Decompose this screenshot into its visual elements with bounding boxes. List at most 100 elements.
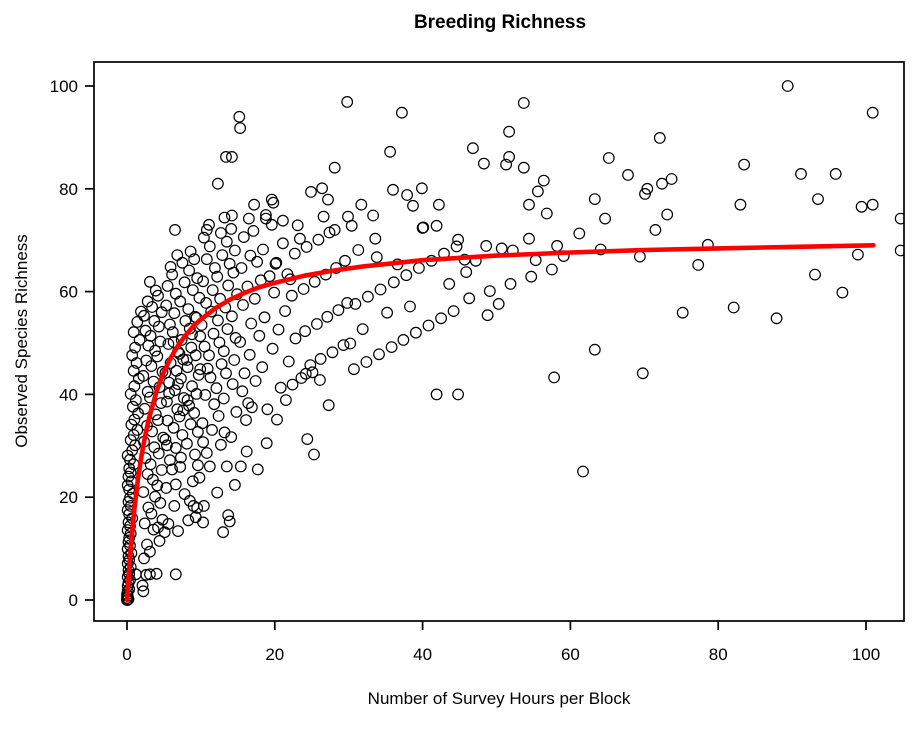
- data-point: [433, 198, 445, 211]
- data-point: [223, 257, 236, 270]
- data-point: [266, 342, 279, 355]
- data-point: [855, 200, 868, 213]
- data-point: [301, 433, 314, 446]
- data-point: [177, 404, 190, 417]
- data-point: [179, 315, 192, 327]
- data-point: [577, 465, 589, 478]
- data-point: [162, 518, 175, 530]
- data-point: [196, 417, 209, 430]
- data-point: [143, 545, 156, 558]
- data-point: [463, 292, 476, 305]
- data-point: [175, 334, 188, 346]
- data-point: [133, 334, 146, 346]
- x-tick-label: 40: [413, 645, 432, 664]
- data-point: [173, 410, 186, 423]
- data-point: [289, 332, 302, 345]
- data-point: [373, 348, 385, 361]
- data-point: [172, 525, 184, 537]
- data-point: [174, 295, 187, 308]
- data-point: [417, 221, 430, 234]
- data-point: [139, 324, 152, 337]
- data-point: [148, 315, 161, 327]
- data-point: [517, 97, 530, 109]
- data-point: [500, 158, 513, 171]
- data-point: [537, 174, 550, 187]
- data-point: [186, 475, 199, 488]
- y-axis-label: Observed Species Richness: [12, 234, 31, 448]
- data-point: [128, 413, 141, 426]
- data-point: [548, 371, 560, 384]
- data-point: [532, 185, 544, 198]
- data-point: [305, 185, 317, 198]
- data-point: [247, 224, 260, 237]
- data-point: [127, 364, 140, 377]
- data-point: [166, 463, 179, 476]
- data-point: [142, 339, 155, 352]
- data-point: [154, 335, 167, 348]
- data-point: [160, 439, 173, 452]
- data-point: [168, 307, 181, 320]
- data-point: [270, 256, 283, 269]
- data-point: [221, 323, 234, 336]
- data-point: [546, 263, 558, 276]
- data-point: [176, 256, 189, 269]
- data-point: [171, 249, 184, 262]
- data-point: [306, 366, 319, 379]
- data-point: [141, 538, 153, 551]
- data-point: [225, 310, 238, 323]
- data-point: [217, 392, 230, 405]
- data-point: [142, 501, 155, 514]
- data-point: [341, 297, 354, 309]
- scatter-points: [121, 80, 904, 606]
- data-point: [249, 375, 262, 387]
- data-point: [220, 150, 232, 163]
- data-point: [248, 198, 261, 211]
- data-point: [150, 567, 163, 580]
- data-point: [149, 284, 162, 297]
- data-point: [277, 237, 289, 250]
- data-point: [339, 254, 351, 267]
- data-point: [692, 259, 705, 271]
- data-point: [274, 381, 287, 394]
- data-point: [636, 367, 649, 380]
- data-point: [141, 385, 154, 398]
- data-point: [169, 223, 181, 236]
- data-point: [653, 131, 666, 144]
- data-point: [186, 380, 198, 393]
- data-point: [781, 80, 794, 92]
- data-point: [894, 244, 904, 257]
- data-point: [272, 323, 285, 336]
- data-point: [321, 310, 334, 323]
- data-point: [279, 305, 292, 318]
- data-point: [214, 227, 227, 239]
- data-point: [169, 384, 181, 397]
- data-point: [738, 158, 750, 171]
- data-point: [197, 231, 210, 244]
- data-point: [467, 142, 479, 155]
- data-point: [168, 500, 181, 512]
- data-point: [656, 177, 668, 190]
- data-point: [504, 278, 517, 290]
- x-tick-label: 80: [709, 645, 728, 664]
- data-point: [148, 441, 161, 454]
- data-point: [160, 299, 173, 312]
- data-point: [265, 218, 278, 231]
- data-point: [263, 270, 276, 283]
- plot-border-box: [93, 61, 905, 622]
- data-point: [131, 316, 144, 328]
- data-point: [138, 309, 150, 322]
- data-point: [188, 407, 201, 419]
- data-point: [661, 208, 674, 221]
- data-point: [260, 209, 272, 221]
- data-point: [314, 374, 326, 386]
- data-point: [234, 122, 247, 135]
- data-point: [312, 233, 325, 246]
- data-point: [181, 394, 194, 407]
- data-point: [269, 257, 282, 270]
- data-point: [163, 454, 176, 467]
- data-point: [237, 299, 249, 311]
- data-point: [251, 255, 264, 268]
- data-point: [194, 330, 207, 343]
- data-point: [183, 264, 196, 277]
- y-tick-label: 40: [59, 385, 78, 404]
